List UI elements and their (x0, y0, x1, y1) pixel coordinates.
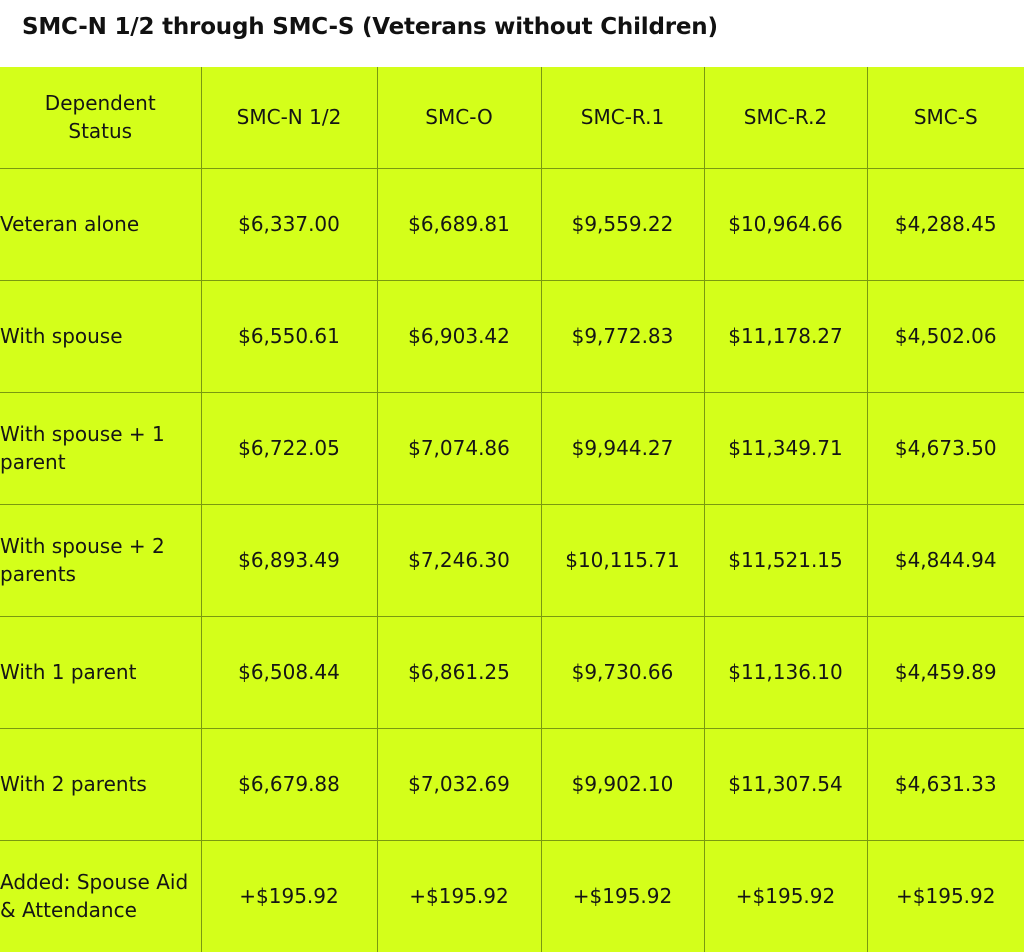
cell-smc-r2: $10,964.66 (703, 167, 868, 281)
cell-smc-r2: $11,178.27 (703, 279, 868, 393)
cell-smc-n-half: $6,508.44 (200, 615, 378, 729)
cell-smc-s: $4,502.06 (866, 279, 1024, 393)
table-row: With 2 parents $6,679.88 $7,032.69 $9,902.1… (0, 727, 1024, 841)
cell-smc-o: $7,246.30 (376, 503, 542, 617)
cell-smc-s: $4,288.45 (866, 167, 1024, 281)
cell-smc-o: $6,689.81 (376, 167, 542, 281)
header-smc-s: SMC-S (866, 67, 1024, 169)
cell-smc-o: $7,032.69 (376, 727, 542, 841)
table-row: With 1 parent $6,508.44 $6,861.25 $9,730.66… (0, 615, 1024, 729)
table-row: With spouse + 1 parent $6,722.05 $7,074.86… (0, 391, 1024, 505)
row-label-dependent-status: Added: Spouse Aid & Attendance (0, 839, 202, 952)
header-dependent-status-line1: Dependent (44, 91, 156, 116)
cell-smc-o: $6,903.42 (376, 279, 542, 393)
cell-smc-n-half: $6,337.00 (200, 167, 378, 281)
row-label-dependent-status: With spouse (0, 279, 202, 393)
header-smc-n-half: SMC-N 1/2 (200, 67, 378, 169)
cell-smc-r2: $11,521.15 (703, 503, 868, 617)
cell-smc-n-half: $6,893.49 (200, 503, 378, 617)
cell-smc-o: $6,861.25 (376, 615, 542, 729)
header-smc-o: SMC-O (376, 67, 542, 169)
row-label-dependent-status: With spouse + 2 parents (0, 503, 202, 617)
cell-smc-s: $4,459.89 (866, 615, 1024, 729)
cell-smc-s: $4,631.33 (866, 727, 1024, 841)
table-row: Veteran alone $6,337.00 $6,689.81 $9,559.22… (0, 167, 1024, 281)
cell-smc-r2: $11,136.10 (703, 615, 868, 729)
row-label-dependent-status: With spouse + 1 parent (0, 391, 202, 505)
header-dependent-status-line2: Status (68, 119, 133, 144)
page-title: SMC-N 1/2 through SMC-S (Veterans withou… (22, 14, 718, 40)
cell-smc-r1: $9,559.22 (540, 167, 705, 281)
cell-smc-r1: $10,115.71 (540, 503, 705, 617)
cell-smc-n-half: $6,722.05 (200, 391, 378, 505)
header-dependent-status: Dependent Status (0, 67, 202, 169)
cell-smc-s: $4,673.50 (866, 391, 1024, 505)
row-label-dependent-status: With 2 parents (0, 727, 202, 841)
cell-smc-r1: $9,772.83 (540, 279, 705, 393)
cell-smc-s: +$195.92 (866, 839, 1024, 952)
cell-smc-o: +$195.92 (376, 839, 542, 952)
smc-rates-table: Dependent Status SMC-N 1/2 SMC-O SMC-R.1… (0, 67, 1024, 952)
cell-smc-r1: +$195.92 (540, 839, 705, 952)
cell-smc-r1: $9,944.27 (540, 391, 705, 505)
cell-smc-n-half: +$195.92 (200, 839, 378, 952)
table-header-row: Dependent Status SMC-N 1/2 SMC-O SMC-R.1… (0, 67, 1024, 169)
table-row: With spouse + 2 parents $6,893.49 $7,246.3… (0, 503, 1024, 617)
cell-smc-r1: $9,902.10 (540, 727, 705, 841)
header-smc-r1: SMC-R.1 (540, 67, 705, 169)
cell-smc-s: $4,844.94 (866, 503, 1024, 617)
cell-smc-n-half: $6,550.61 (200, 279, 378, 393)
row-label-dependent-status: With 1 parent (0, 615, 202, 729)
cell-smc-r1: $9,730.66 (540, 615, 705, 729)
cell-smc-r2: +$195.92 (703, 839, 868, 952)
row-label-dependent-status: Veteran alone (0, 167, 202, 281)
cell-smc-r2: $11,349.71 (703, 391, 868, 505)
table-row: With spouse $6,550.61 $6,903.42 $9,772.83 $1… (0, 279, 1024, 393)
table-row: Added: Spouse Aid & Attendance +$195.92 +$… (0, 839, 1024, 952)
cell-smc-o: $7,074.86 (376, 391, 542, 505)
header-smc-r2: SMC-R.2 (703, 67, 868, 169)
cell-smc-n-half: $6,679.88 (200, 727, 378, 841)
cell-smc-r2: $11,307.54 (703, 727, 868, 841)
